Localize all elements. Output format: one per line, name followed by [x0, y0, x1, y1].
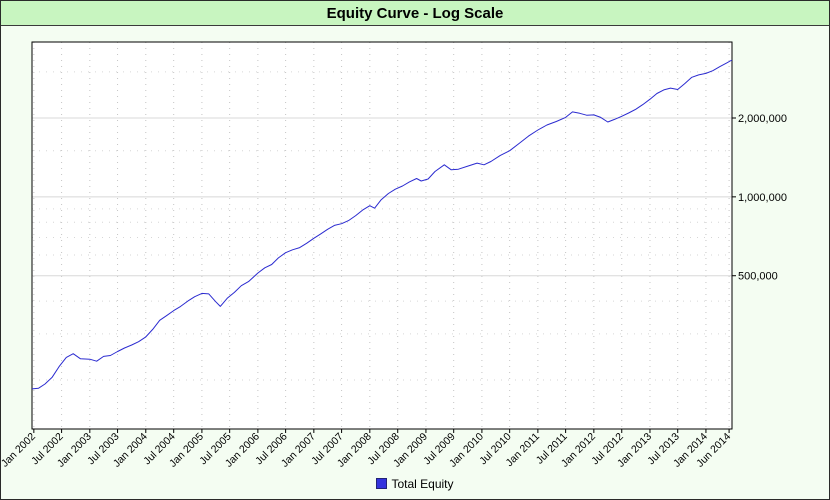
legend-swatch: [376, 478, 388, 489]
y-tick-label: 2,000,000: [738, 113, 787, 125]
plot-border: [31, 41, 733, 430]
legend-label: Total Equity: [391, 477, 454, 491]
y-tick-label: 500,000: [738, 271, 778, 283]
x-tick-label: Jan 2002: [1, 431, 38, 470]
chart-title: Equity Curve - Log Scale: [1, 1, 829, 26]
plot-area: [32, 42, 732, 429]
series-line-total-equity: [31, 59, 733, 390]
chart-legend: Total Equity: [1, 477, 829, 497]
y-tick-label: 1,000,000: [738, 192, 787, 204]
